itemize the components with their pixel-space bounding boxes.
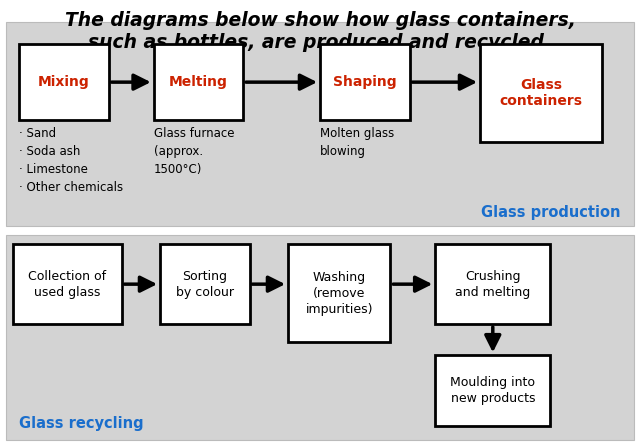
Text: Crushing
and melting: Crushing and melting bbox=[455, 270, 531, 299]
Text: Glass
containers: Glass containers bbox=[499, 78, 582, 108]
FancyBboxPatch shape bbox=[320, 44, 410, 120]
Text: Melting: Melting bbox=[169, 75, 228, 89]
Text: Sorting
by colour: Sorting by colour bbox=[176, 270, 234, 299]
FancyBboxPatch shape bbox=[435, 355, 550, 426]
FancyBboxPatch shape bbox=[6, 235, 634, 440]
Text: Molten glass
blowing: Molten glass blowing bbox=[320, 127, 394, 158]
Text: Glass production: Glass production bbox=[481, 205, 621, 220]
Text: · Sand
· Soda ash
· Limestone
· Other chemicals: · Sand · Soda ash · Limestone · Other ch… bbox=[19, 127, 124, 194]
FancyBboxPatch shape bbox=[160, 244, 250, 324]
FancyBboxPatch shape bbox=[6, 22, 634, 226]
Text: Glass furnace
(approx.
1500°C): Glass furnace (approx. 1500°C) bbox=[154, 127, 234, 175]
Text: Moulding into
new products: Moulding into new products bbox=[451, 376, 535, 405]
Text: Shaping: Shaping bbox=[333, 75, 397, 89]
Text: Mixing: Mixing bbox=[38, 75, 90, 89]
Text: Collection of
used glass: Collection of used glass bbox=[28, 270, 106, 299]
FancyBboxPatch shape bbox=[154, 44, 243, 120]
FancyBboxPatch shape bbox=[480, 44, 602, 142]
Text: Glass recycling: Glass recycling bbox=[19, 416, 144, 431]
FancyBboxPatch shape bbox=[288, 244, 390, 342]
FancyBboxPatch shape bbox=[435, 244, 550, 324]
Text: Washing
(remove
impurities): Washing (remove impurities) bbox=[305, 270, 373, 316]
FancyBboxPatch shape bbox=[19, 44, 109, 120]
FancyBboxPatch shape bbox=[13, 244, 122, 324]
Text: The diagrams below show how glass containers,
such as bottles, are produced and : The diagrams below show how glass contai… bbox=[65, 11, 575, 52]
